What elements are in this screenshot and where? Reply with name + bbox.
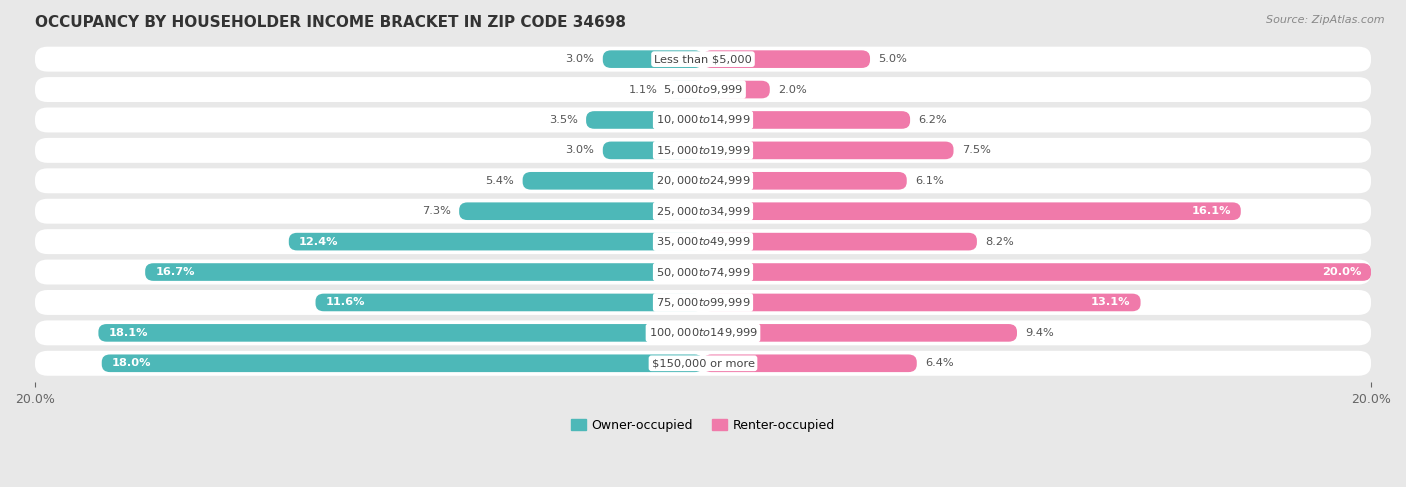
Text: 6.4%: 6.4% — [925, 358, 953, 368]
Text: 12.4%: 12.4% — [299, 237, 339, 246]
Text: 8.2%: 8.2% — [986, 237, 1014, 246]
Text: OCCUPANCY BY HOUSEHOLDER INCOME BRACKET IN ZIP CODE 34698: OCCUPANCY BY HOUSEHOLDER INCOME BRACKET … — [35, 15, 626, 30]
FancyBboxPatch shape — [460, 203, 703, 220]
Text: 1.1%: 1.1% — [628, 85, 658, 94]
Text: 7.3%: 7.3% — [422, 206, 451, 216]
Text: 3.0%: 3.0% — [565, 146, 595, 155]
Text: 7.5%: 7.5% — [962, 146, 991, 155]
FancyBboxPatch shape — [703, 355, 917, 372]
FancyBboxPatch shape — [703, 233, 977, 250]
FancyBboxPatch shape — [603, 50, 703, 68]
FancyBboxPatch shape — [703, 172, 907, 189]
Text: Source: ZipAtlas.com: Source: ZipAtlas.com — [1267, 15, 1385, 25]
Text: 16.7%: 16.7% — [155, 267, 194, 277]
FancyBboxPatch shape — [523, 172, 703, 189]
Text: 18.0%: 18.0% — [111, 358, 152, 368]
FancyBboxPatch shape — [603, 142, 703, 159]
Text: $20,000 to $24,999: $20,000 to $24,999 — [655, 174, 751, 187]
Text: 6.2%: 6.2% — [918, 115, 948, 125]
FancyBboxPatch shape — [35, 260, 1371, 284]
FancyBboxPatch shape — [315, 294, 703, 311]
FancyBboxPatch shape — [703, 263, 1371, 281]
FancyBboxPatch shape — [145, 263, 703, 281]
FancyBboxPatch shape — [703, 203, 1240, 220]
Text: $35,000 to $49,999: $35,000 to $49,999 — [655, 235, 751, 248]
FancyBboxPatch shape — [666, 81, 703, 98]
Text: 5.0%: 5.0% — [879, 54, 907, 64]
Text: 3.5%: 3.5% — [548, 115, 578, 125]
Text: 9.4%: 9.4% — [1025, 328, 1054, 338]
FancyBboxPatch shape — [35, 351, 1371, 376]
Text: $10,000 to $14,999: $10,000 to $14,999 — [655, 113, 751, 127]
Text: 16.1%: 16.1% — [1191, 206, 1230, 216]
FancyBboxPatch shape — [35, 77, 1371, 102]
Legend: Owner-occupied, Renter-occupied: Owner-occupied, Renter-occupied — [565, 413, 841, 437]
FancyBboxPatch shape — [703, 294, 1140, 311]
FancyBboxPatch shape — [35, 290, 1371, 315]
FancyBboxPatch shape — [703, 81, 770, 98]
Text: $5,000 to $9,999: $5,000 to $9,999 — [664, 83, 742, 96]
FancyBboxPatch shape — [35, 47, 1371, 72]
Text: 3.0%: 3.0% — [565, 54, 595, 64]
FancyBboxPatch shape — [586, 111, 703, 129]
FancyBboxPatch shape — [35, 108, 1371, 132]
FancyBboxPatch shape — [703, 142, 953, 159]
Text: 2.0%: 2.0% — [778, 85, 807, 94]
Text: $25,000 to $34,999: $25,000 to $34,999 — [655, 205, 751, 218]
Text: 11.6%: 11.6% — [326, 298, 366, 307]
Text: 20.0%: 20.0% — [1322, 267, 1361, 277]
Text: 13.1%: 13.1% — [1091, 298, 1130, 307]
Text: $15,000 to $19,999: $15,000 to $19,999 — [655, 144, 751, 157]
Text: 6.1%: 6.1% — [915, 176, 943, 186]
FancyBboxPatch shape — [703, 50, 870, 68]
Text: $100,000 to $149,999: $100,000 to $149,999 — [648, 326, 758, 339]
FancyBboxPatch shape — [288, 233, 703, 250]
FancyBboxPatch shape — [35, 320, 1371, 345]
Text: Less than $5,000: Less than $5,000 — [654, 54, 752, 64]
FancyBboxPatch shape — [35, 138, 1371, 163]
FancyBboxPatch shape — [101, 355, 703, 372]
FancyBboxPatch shape — [98, 324, 703, 342]
FancyBboxPatch shape — [35, 199, 1371, 224]
FancyBboxPatch shape — [35, 229, 1371, 254]
Text: 5.4%: 5.4% — [485, 176, 515, 186]
FancyBboxPatch shape — [703, 111, 910, 129]
Text: $150,000 or more: $150,000 or more — [651, 358, 755, 368]
Text: $75,000 to $99,999: $75,000 to $99,999 — [655, 296, 751, 309]
Text: $50,000 to $74,999: $50,000 to $74,999 — [655, 265, 751, 279]
Text: 18.1%: 18.1% — [108, 328, 148, 338]
FancyBboxPatch shape — [35, 169, 1371, 193]
FancyBboxPatch shape — [703, 324, 1017, 342]
